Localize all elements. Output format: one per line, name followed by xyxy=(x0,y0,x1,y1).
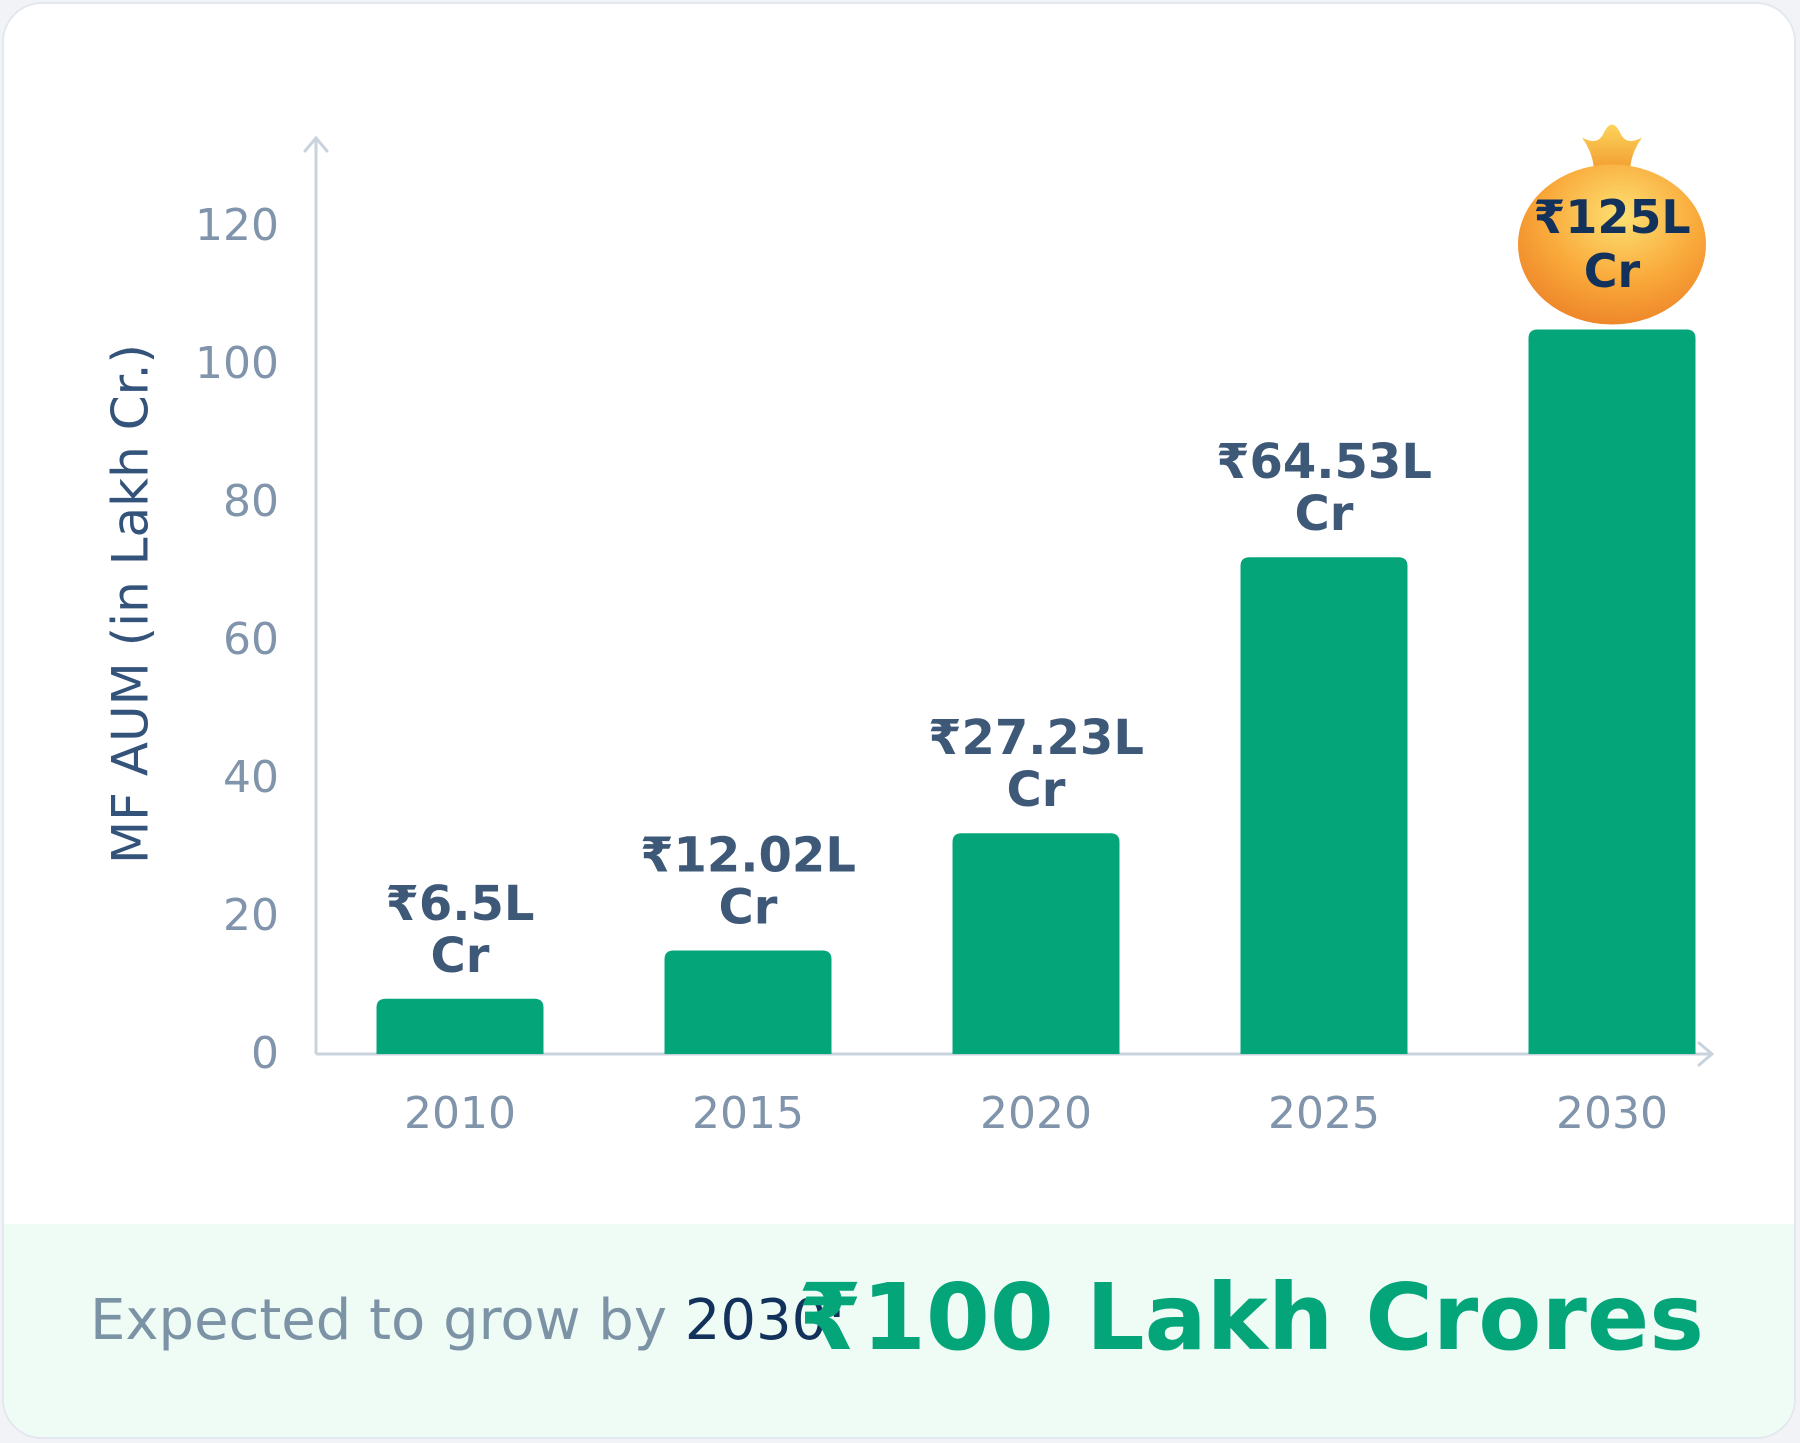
bar-2025 xyxy=(1240,557,1408,1054)
footer-prefix: Expected to grow by xyxy=(90,1288,685,1353)
bar-2015 xyxy=(664,950,832,1054)
data-label: Cr xyxy=(1584,244,1641,298)
data-label: ₹64.53L xyxy=(1216,434,1432,490)
footer-highlight: ₹100 Lakh Crores xyxy=(797,1264,1704,1371)
bar-chart: 0 20 40 60 80 100 120 MF AUM (in Lakh Cr.) 2010… xyxy=(102,124,1715,1139)
footer-banner: Expected to grow by 2030: ₹100 Lakh Cror… xyxy=(4,1224,1794,1437)
y-tick-label: 0 xyxy=(251,1028,279,1079)
y-axis-label: MF AUM (in Lakh Cr.) xyxy=(102,344,160,864)
bar-2010 xyxy=(376,998,544,1054)
y-tick-label: 40 xyxy=(223,752,279,803)
x-axis-arrow xyxy=(1697,1041,1715,1067)
data-label: Cr xyxy=(1007,762,1066,818)
y-tick-label: 80 xyxy=(223,476,279,527)
y-tick-label: 120 xyxy=(195,200,279,251)
money-bag-knot xyxy=(1582,124,1642,173)
y-tick-label: 60 xyxy=(223,614,279,665)
y-axis-arrow xyxy=(303,135,329,153)
footer-year: 2030: xyxy=(684,1288,847,1353)
data-label: ₹6.5L xyxy=(385,876,534,932)
data-label: ₹27.23L xyxy=(928,710,1144,766)
footer-caption: Expected to grow by 2030: xyxy=(90,1288,846,1353)
bar-2030 xyxy=(1528,329,1696,1054)
bar-2020 xyxy=(952,833,1120,1054)
data-label: ₹125L xyxy=(1533,190,1690,244)
data-label: ₹12.02L xyxy=(640,828,856,884)
x-tick-label: 2025 xyxy=(1268,1088,1380,1139)
data-label: Cr xyxy=(719,880,778,936)
x-tick-label: 2015 xyxy=(692,1088,804,1139)
x-tick-label: 2010 xyxy=(404,1088,516,1139)
y-tick-label: 100 xyxy=(195,338,279,389)
y-tick-label: 20 xyxy=(223,890,279,941)
money-bag-body xyxy=(1518,164,1706,325)
x-tick-label: 2020 xyxy=(980,1088,1092,1139)
data-label: Cr xyxy=(431,928,490,984)
data-label: Cr xyxy=(1295,486,1354,542)
x-tick-label: 2030 xyxy=(1556,1088,1668,1139)
